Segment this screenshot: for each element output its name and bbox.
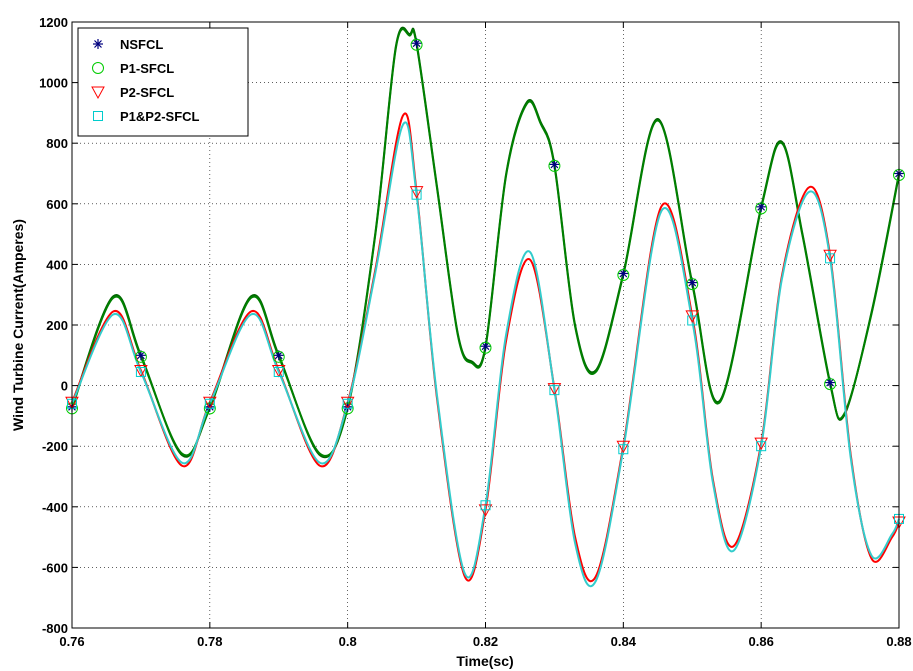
series-4-marker xyxy=(618,444,629,455)
series-3-marker xyxy=(340,396,355,410)
series-4-marker xyxy=(480,500,491,511)
y-tick-label: 400 xyxy=(46,257,68,272)
x-tick-label: 0.84 xyxy=(611,634,637,649)
y-tick-label: 800 xyxy=(46,136,68,151)
series-1-marker xyxy=(480,341,491,352)
series-1-marker xyxy=(756,201,767,212)
y-tick-label: 1200 xyxy=(39,15,68,30)
series-4-marker xyxy=(135,366,146,377)
series-2-marker xyxy=(341,402,354,415)
x-tick-label: 0.76 xyxy=(59,634,84,649)
y-tick-label: -600 xyxy=(42,560,68,575)
series-4-marker xyxy=(342,398,353,409)
legend-label: P1-SFCL xyxy=(120,61,174,76)
y-tick-label: 1000 xyxy=(39,76,68,91)
x-tick-label: 0.8 xyxy=(339,634,357,649)
series-1-marker xyxy=(618,268,629,279)
series-1-marker xyxy=(687,277,698,288)
x-tick-label: 0.86 xyxy=(749,634,774,649)
series-3-marker xyxy=(478,504,493,517)
legend-label: P2-SFCL xyxy=(120,85,174,100)
series-1-marker xyxy=(549,159,560,170)
series-1-marker xyxy=(825,377,836,388)
series-2-marker xyxy=(755,202,768,215)
series-1-marker xyxy=(273,350,284,361)
series-1-marker xyxy=(411,38,422,49)
series-4-marker xyxy=(825,253,836,264)
series-2-marker xyxy=(203,402,216,415)
series-4-marker xyxy=(756,441,767,452)
series-3-marker xyxy=(754,437,769,451)
legend-marker xyxy=(93,111,103,121)
series-3-marker xyxy=(616,440,631,454)
y-tick-label: 200 xyxy=(46,318,68,333)
x-tick-label: 0.88 xyxy=(886,634,911,649)
series-2-marker xyxy=(686,278,699,291)
series-2-marker xyxy=(617,269,630,282)
series-3-marker xyxy=(823,249,837,263)
series-2-marker xyxy=(479,341,492,354)
series-4-marker xyxy=(273,366,284,377)
y-tick-label: -400 xyxy=(42,500,68,515)
series-3-marker xyxy=(547,383,562,396)
x-tick-label: 0.82 xyxy=(473,634,498,649)
series-2-marker xyxy=(548,159,561,172)
series-lines xyxy=(71,26,900,588)
y-axis-label: Wind Turbine Current(Amperes) xyxy=(10,219,26,431)
legend-marker xyxy=(92,62,104,74)
series-3-marker xyxy=(409,186,424,199)
series-2-marker xyxy=(134,350,147,363)
series-line-2 xyxy=(71,28,900,457)
y-tick-label: -200 xyxy=(42,439,68,454)
y-tick-label: -800 xyxy=(42,621,68,636)
legend-box xyxy=(77,27,249,137)
legend: NSFCL P1-SFCL P2-SFCL P1&P2-SFCL xyxy=(77,27,249,137)
series-4-marker xyxy=(204,398,215,409)
legend-marker xyxy=(93,39,103,49)
series-3-marker xyxy=(271,364,286,378)
y-tick-label: 600 xyxy=(46,197,68,212)
series-2-marker xyxy=(272,350,285,363)
series-3-marker xyxy=(134,364,148,378)
axis-ticks xyxy=(71,21,900,629)
y-tick-labels: -800 -600 -400 -200 0 200 400 600 800 1000 1200 xyxy=(39,15,68,636)
legend-label: NSFCL xyxy=(120,37,163,52)
series-line-4 xyxy=(71,121,900,588)
legend-marker xyxy=(91,86,105,100)
series-4-marker xyxy=(549,385,560,396)
series-3-marker xyxy=(202,396,217,410)
series-4-marker xyxy=(687,315,698,326)
series-2-marker xyxy=(410,38,423,51)
series-2-marker xyxy=(824,378,837,391)
series-1-marker xyxy=(135,350,146,361)
x-tick-labels: 0.76 0.78 0.8 0.82 0.84 0.86 0.88 xyxy=(59,634,911,649)
y-tick-label: 0 xyxy=(61,379,68,394)
x-axis-label: Time(sc) xyxy=(456,653,513,669)
series-4-marker xyxy=(411,189,422,200)
x-tick-label: 0.78 xyxy=(197,634,222,649)
legend-label: P1&P2-SFCL xyxy=(120,109,200,124)
